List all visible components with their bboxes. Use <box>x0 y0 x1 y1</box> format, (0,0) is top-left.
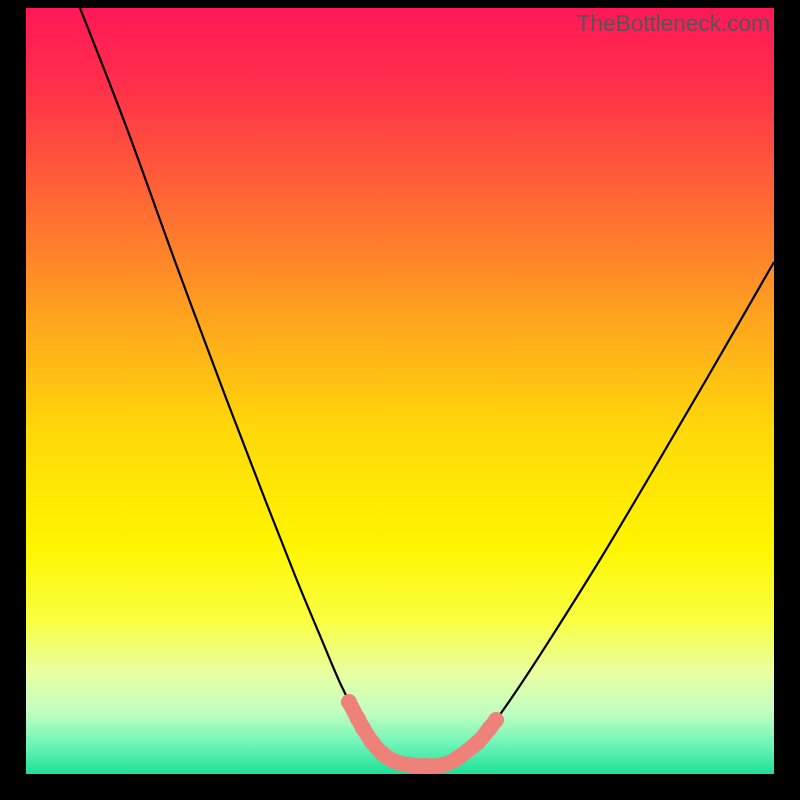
bottom-marker-dot <box>418 758 434 774</box>
bottom-marker-dot <box>488 712 504 728</box>
plot-area: TheBottleneck.com <box>26 8 774 774</box>
bottom-marker-dot <box>402 757 418 773</box>
bottom-marker-dot <box>364 734 380 750</box>
bottom-marker-dot <box>470 734 486 750</box>
bottom-marker-stroke <box>349 702 496 766</box>
watermark-text: TheBottleneck.com <box>577 10 770 37</box>
bottom-marker-dot <box>355 720 371 736</box>
bottom-marker-group <box>341 694 504 774</box>
bottom-marker-dot <box>388 754 404 770</box>
bottom-marker-dot <box>448 751 464 767</box>
bottleneck-curve <box>80 8 774 766</box>
curve-layer <box>26 8 774 774</box>
bottom-marker-dot <box>341 694 357 710</box>
bottom-marker-dot <box>434 757 450 773</box>
